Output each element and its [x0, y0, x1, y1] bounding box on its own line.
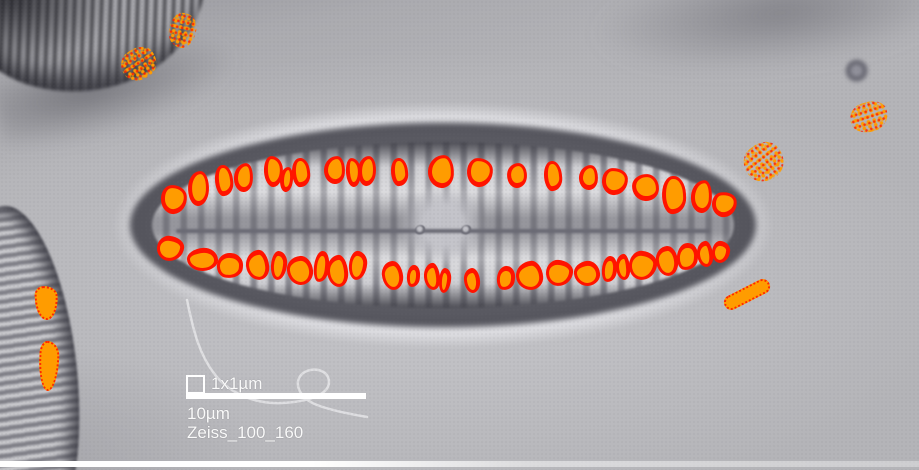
highlight-blob-lower [463, 267, 481, 294]
highlight-blob-lower [495, 265, 517, 291]
highlight-blob-lower [347, 250, 369, 281]
highlight-blob-lower [244, 248, 271, 282]
highlight-blob-lower [437, 267, 453, 294]
highlight-blob-upper [426, 154, 456, 189]
highlight-blob-upper [356, 155, 378, 187]
highlight-blob-lower [654, 245, 680, 277]
highlight-mark-speck [115, 40, 163, 88]
highlight-blob-lower [215, 251, 245, 280]
highlight-blob-upper [323, 155, 346, 185]
highlight-blob-lower [325, 254, 350, 288]
central-pore-right [461, 225, 472, 236]
highlight-blob-lower [186, 246, 219, 273]
highlight-blob-upper [710, 190, 739, 219]
highlight-blob-lower [406, 264, 421, 288]
microscope-id-label: Zeiss_100_160 [187, 423, 304, 442]
highlight-blob-lower [676, 242, 699, 271]
highlight-blob-lower [627, 249, 659, 282]
unit-reference-square [186, 375, 205, 394]
highlight-blob-upper [505, 162, 529, 189]
highlight-blob-upper [213, 164, 235, 197]
floating-particle [844, 58, 872, 86]
highlight-mark-speck [736, 134, 792, 190]
highlight-blob-lower [155, 234, 186, 263]
highlight-mark-solid-patch [38, 340, 60, 392]
highlight-mark-streak [721, 276, 773, 313]
highlight-blob-upper [661, 175, 687, 215]
scale-bar [186, 393, 366, 399]
highlight-blob-upper [631, 173, 660, 202]
highlight-blob-upper [689, 179, 714, 214]
highlight-blob-lower [380, 259, 405, 292]
highlight-blob-upper [389, 157, 410, 187]
highlight-blob-lower [514, 259, 545, 292]
highlight-blob-upper [159, 183, 189, 216]
highlight-mark-speck [165, 10, 200, 51]
highlight-blob-lower [545, 259, 574, 287]
scale-bar-label: 10µm [187, 404, 230, 423]
image-bottom-border [0, 461, 919, 467]
highlight-mark-solid-patch [34, 285, 59, 321]
highlight-blob-lower [711, 240, 731, 264]
highlight-blob-lower [285, 254, 315, 287]
central-pore-left [415, 225, 426, 236]
highlight-blob-upper [290, 157, 312, 188]
highlight-blob-lower [572, 259, 602, 288]
highlight-blob-upper [466, 157, 494, 188]
diatom-raphe [176, 229, 710, 233]
highlight-blob-upper [542, 160, 564, 192]
highlight-blob-upper [577, 164, 600, 191]
highlight-blob-upper [232, 162, 255, 193]
highlight-mark-speck [846, 96, 892, 138]
unit-square-label: 1x1µm [211, 374, 263, 393]
highlight-blob-upper [186, 170, 211, 207]
highlight-blob-lower [270, 250, 288, 281]
highlight-blob-upper [601, 167, 629, 196]
